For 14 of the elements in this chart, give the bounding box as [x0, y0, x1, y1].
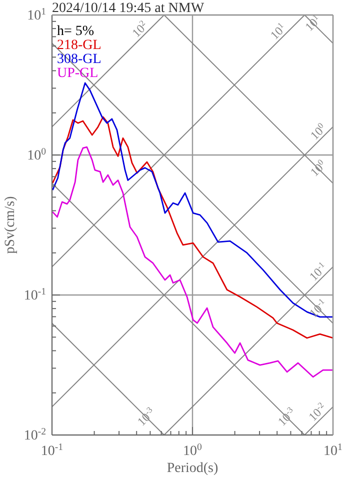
annotation: h= 5%: [57, 24, 94, 39]
series-label: 308-GL: [57, 52, 102, 67]
text: UP-GL: [57, 66, 98, 81]
y-tick-label: 10$^{0}$: [27, 146, 46, 164]
y-tick-label: 10$^{-2}$: [24, 426, 46, 444]
text: 218-GL: [57, 38, 102, 53]
y-tick-label: 10$^{-1}$: [24, 286, 46, 304]
x-tick-label: 10$^{0}$: [183, 441, 202, 459]
y-axis-title: pSv(cm/s): [3, 196, 18, 254]
x-tick-label: 10$^{1}$: [324, 441, 343, 459]
chart-title: 2024/10/14 19:45 at NMW: [52, 1, 205, 16]
x-axis-title: Period(s): [166, 461, 218, 476]
y-tick-label: 10$^{1}$: [27, 6, 46, 24]
x-tick-label: 10$^{-1}$: [40, 441, 64, 459]
